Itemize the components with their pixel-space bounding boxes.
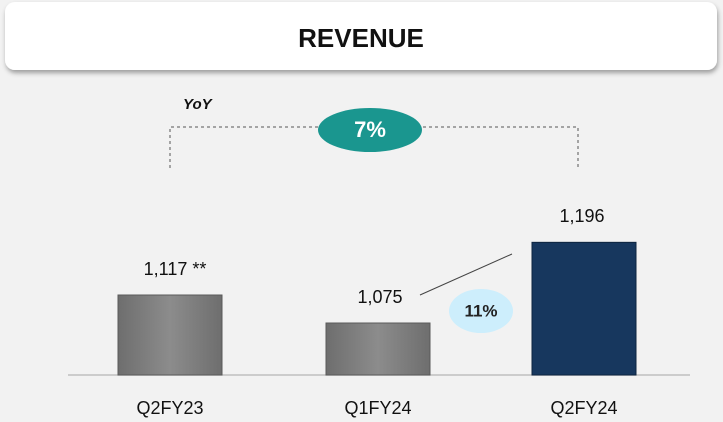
qoq-connector — [419, 253, 513, 296]
yoy-label: YoY — [183, 96, 214, 113]
chart-title: REVENUE — [298, 23, 424, 53]
bar — [325, 322, 431, 376]
x-tick-label: Q2FY24 — [550, 398, 617, 418]
x-tick-label: Q2FY23 — [136, 398, 203, 418]
yoy-badge — [318, 108, 422, 152]
qoq-badge — [449, 289, 513, 333]
yoy-growth: 7% — [354, 117, 386, 142]
value-label: 1,075 — [357, 287, 402, 307]
yoy-bracket — [169, 126, 579, 168]
value-label: 1,117 ** — [144, 259, 207, 279]
x-tick-label: Q1FY24 — [344, 398, 411, 418]
title-box — [5, 2, 717, 70]
bar — [117, 294, 223, 376]
qoq-growth: 11% — [464, 301, 497, 320]
value-label: 1,196 — [559, 206, 604, 226]
bar — [531, 241, 637, 376]
